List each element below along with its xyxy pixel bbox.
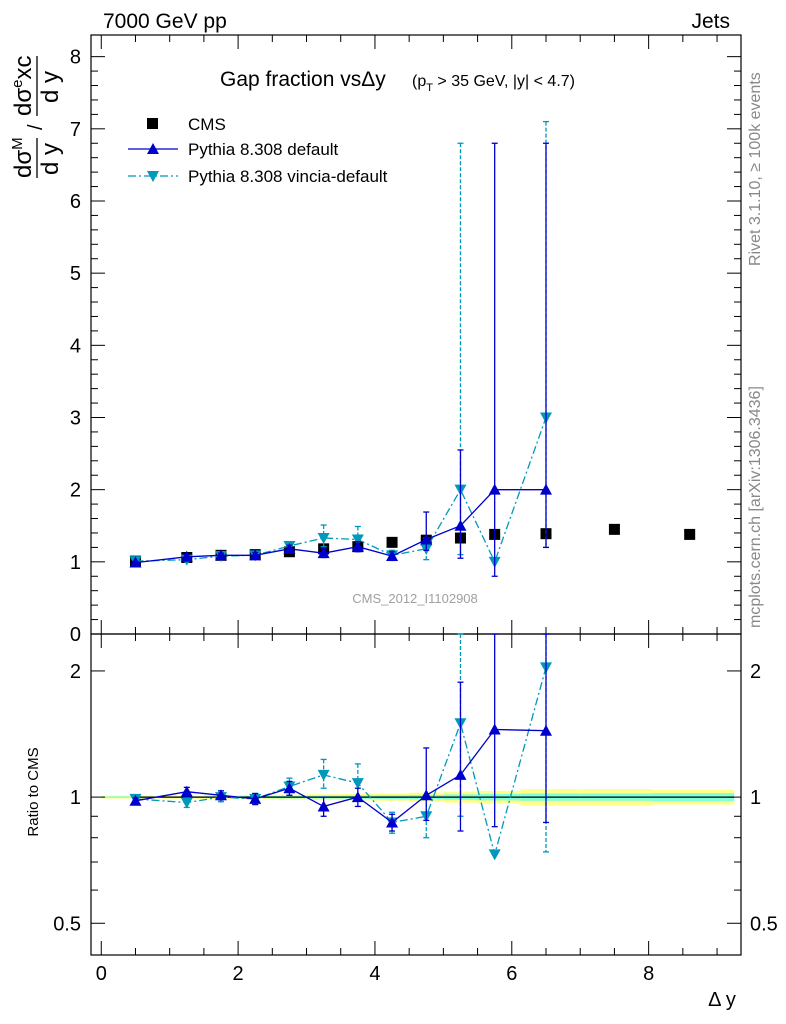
legend-item-pythia-vincia: Pythia 8.308 vincia-default bbox=[128, 167, 388, 186]
legend-marker-pythia-default bbox=[147, 143, 159, 154]
series-point-default bbox=[454, 519, 467, 531]
series-line-default bbox=[135, 489, 546, 564]
series-point-default bbox=[317, 547, 330, 559]
ratio-y-tick-label-right: 2 bbox=[750, 661, 761, 683]
series-point-default bbox=[129, 556, 142, 568]
cms-data-point bbox=[684, 528, 696, 540]
cms-data-point bbox=[608, 523, 620, 535]
main-y-tick-label: 2 bbox=[70, 480, 81, 502]
series-point-vincia-ratio bbox=[351, 778, 364, 790]
legend-label-pythia-vincia: Pythia 8.308 vincia-default bbox=[188, 167, 388, 186]
series-point-vincia bbox=[317, 533, 330, 545]
series-line-vincia bbox=[135, 417, 547, 564]
series-point-default bbox=[386, 550, 399, 562]
series-point-default-ratio bbox=[215, 789, 227, 801]
series-point-default-ratio bbox=[488, 723, 501, 735]
main-y-axis-slash: / bbox=[25, 124, 47, 130]
mcplots-label: mcplots.cern.ch [arXiv:1306.3436] bbox=[747, 386, 764, 628]
ratio-plot-frame bbox=[90, 633, 742, 956]
cms-data-point bbox=[386, 536, 398, 548]
ratio-y-tick-label: 1 bbox=[70, 787, 81, 809]
chart-title: Gap fraction vsΔy bbox=[220, 68, 386, 91]
chart-title-cut: (pT > 35 GeV, |y| < 4.7) bbox=[412, 73, 575, 94]
main-panel: 0 1 2 3 4 5 6 7 8 bbox=[70, 34, 742, 646]
series-point-default-ratio bbox=[317, 800, 330, 812]
chart-title-group: Gap fraction vsΔy (pT > 35 GeV, |y| < 4.… bbox=[220, 68, 575, 94]
ratio-y-tick-label-right: 0.5 bbox=[750, 913, 778, 935]
main-y-axis-sup-m: M bbox=[9, 137, 26, 150]
series-point-default bbox=[180, 550, 193, 562]
legend-label-cms: CMS bbox=[188, 115, 226, 134]
series-point-default bbox=[283, 542, 296, 554]
series-point-default bbox=[215, 549, 227, 561]
x-tick-label: 6 bbox=[506, 963, 517, 985]
rivet-label: Rivet 3.1.10, ≥ 100k events bbox=[747, 72, 764, 266]
series-point-default-ratio bbox=[351, 791, 364, 803]
series-point-default-ratio bbox=[129, 794, 142, 806]
main-y-tick-label: 8 bbox=[70, 47, 81, 69]
legend-item-pythia-default: Pythia 8.308 default bbox=[128, 140, 339, 159]
legend-label-pythia-default: Pythia 8.308 default bbox=[188, 140, 339, 159]
series-point-vincia-ratio bbox=[180, 797, 193, 809]
series-point-default bbox=[540, 483, 552, 495]
ratio-panel: 0 2 4 6 8 0.5 0.5 1 1 2 2 bbox=[53, 633, 778, 985]
series-point-default-ratio bbox=[180, 785, 193, 797]
ratio-y-tick-label: 0.5 bbox=[53, 913, 81, 935]
ratio-band-stat bbox=[101, 796, 162, 798]
legend-marker-pythia-vincia bbox=[147, 171, 159, 182]
x-tick-label: 0 bbox=[96, 963, 107, 985]
main-y-axis-denominator-2: d y bbox=[37, 71, 64, 103]
series-point-default-ratio bbox=[283, 782, 296, 794]
main-y-tick-label: 4 bbox=[70, 335, 81, 357]
legend: CMS Pythia 8.308 default Pythia 8.308 vi… bbox=[128, 115, 388, 186]
series-point-vincia bbox=[351, 534, 364, 546]
main-y-tick-label: 1 bbox=[70, 552, 81, 574]
series-point-default-ratio bbox=[540, 724, 552, 736]
main-y-axis-sup-exc-1: e bbox=[9, 79, 26, 87]
x-tick-label: 2 bbox=[233, 963, 244, 985]
header-left: 7000 GeV pp bbox=[103, 10, 227, 33]
series-point-default bbox=[351, 540, 364, 552]
main-y-axis-sup-exc-2: xc bbox=[10, 55, 37, 79]
series-point-vincia-ratio bbox=[317, 769, 330, 781]
series-point-default bbox=[249, 549, 262, 561]
main-y-tick-label: 6 bbox=[70, 191, 81, 213]
series-point-default-ratio bbox=[420, 789, 433, 801]
series-point-vincia-ratio bbox=[488, 849, 501, 861]
main-y-tick-label: 5 bbox=[70, 263, 81, 285]
series-point-default-ratio bbox=[386, 816, 399, 828]
header-right: Jets bbox=[691, 10, 730, 33]
main-y-tick-label: 7 bbox=[70, 119, 81, 141]
main-y-tick-label: 0 bbox=[70, 624, 81, 646]
series-point-default-ratio bbox=[249, 792, 262, 804]
legend-marker-cms bbox=[147, 118, 158, 129]
main-y-axis-numerator-2: dσexc bbox=[9, 55, 37, 116]
ratio-y-tick-label: 2 bbox=[70, 661, 81, 683]
legend-item-cms: CMS bbox=[147, 115, 226, 134]
x-tick-label: 8 bbox=[643, 963, 654, 985]
series-line-default-ratio bbox=[135, 728, 547, 824]
series-point-default-ratio bbox=[454, 768, 467, 780]
series-point-default bbox=[420, 533, 433, 545]
main-y-axis-denominator: d y bbox=[37, 143, 64, 175]
x-tick-label: 4 bbox=[369, 963, 380, 985]
series-line-vincia-ratio bbox=[135, 667, 547, 857]
analysis-watermark: CMS_2012_I1102908 bbox=[352, 591, 478, 606]
x-axis-label: Δ y bbox=[708, 989, 736, 1011]
ratio-y-tick-label-right: 1 bbox=[750, 787, 761, 809]
main-y-axis-numerator: dσM bbox=[9, 137, 37, 178]
ratio-y-axis-label: Ratio to CMS bbox=[25, 747, 42, 836]
main-y-tick-label: 3 bbox=[70, 407, 81, 429]
series-point-default bbox=[488, 483, 501, 495]
